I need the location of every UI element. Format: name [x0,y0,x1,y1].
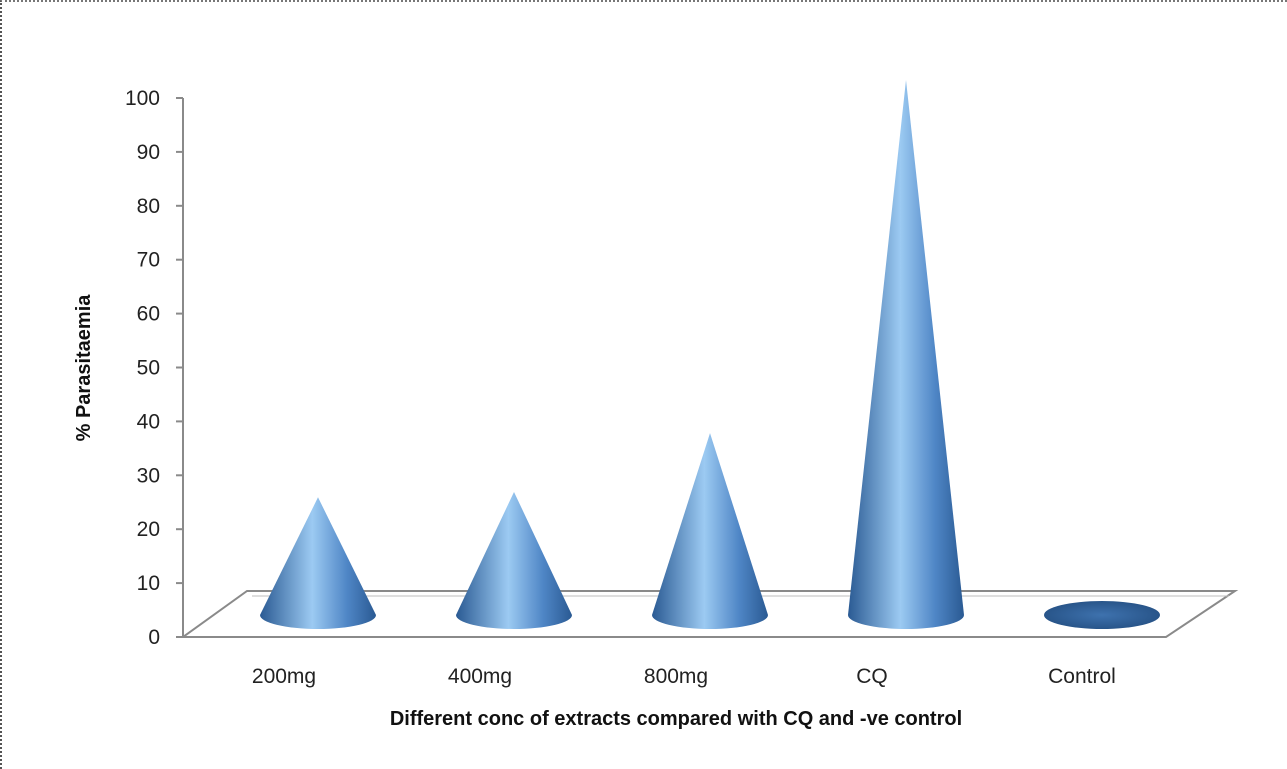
x-tick-label: 400mg [448,665,512,688]
cone-control [1044,601,1160,629]
y-axis-title: % Parasitaemia [73,294,95,442]
x-axis-title: Different conc of extracts compared with… [390,708,962,730]
cone-400mg [456,491,572,629]
cone-mark [456,491,572,629]
cone-mark [652,433,768,629]
y-axis-ticks: 0 10 20 30 40 50 60 70 80 90 100 [125,87,183,649]
cone-base-flat [1044,601,1160,629]
cone-series [260,80,1160,629]
y-tick-label: 30 [137,464,160,487]
y-tick-label: 70 [137,249,160,272]
cone-mark [848,80,964,629]
cone-800mg [652,433,768,629]
cone-mark [260,497,376,629]
y-tick-label: 60 [137,303,160,326]
y-tick-label: 20 [137,518,160,541]
y-tick-label: 10 [137,572,160,595]
y-tick-label: 40 [137,410,160,433]
x-tick-label: CQ [856,665,888,688]
x-tick-label: Control [1048,665,1116,688]
y-tick-label: 50 [137,357,160,380]
cone-cq [848,80,964,629]
y-tick-label: 100 [125,87,160,110]
x-tick-label: 200mg [252,665,316,688]
x-axis-categories: 200mg 400mg 800mg CQ Control [252,665,1116,688]
x-tick-label: 800mg [644,665,708,688]
y-tick-label: 0 [148,626,160,649]
cone-200mg [260,497,376,629]
y-tick-label: 90 [137,141,160,164]
y-tick-label: 80 [137,195,160,218]
